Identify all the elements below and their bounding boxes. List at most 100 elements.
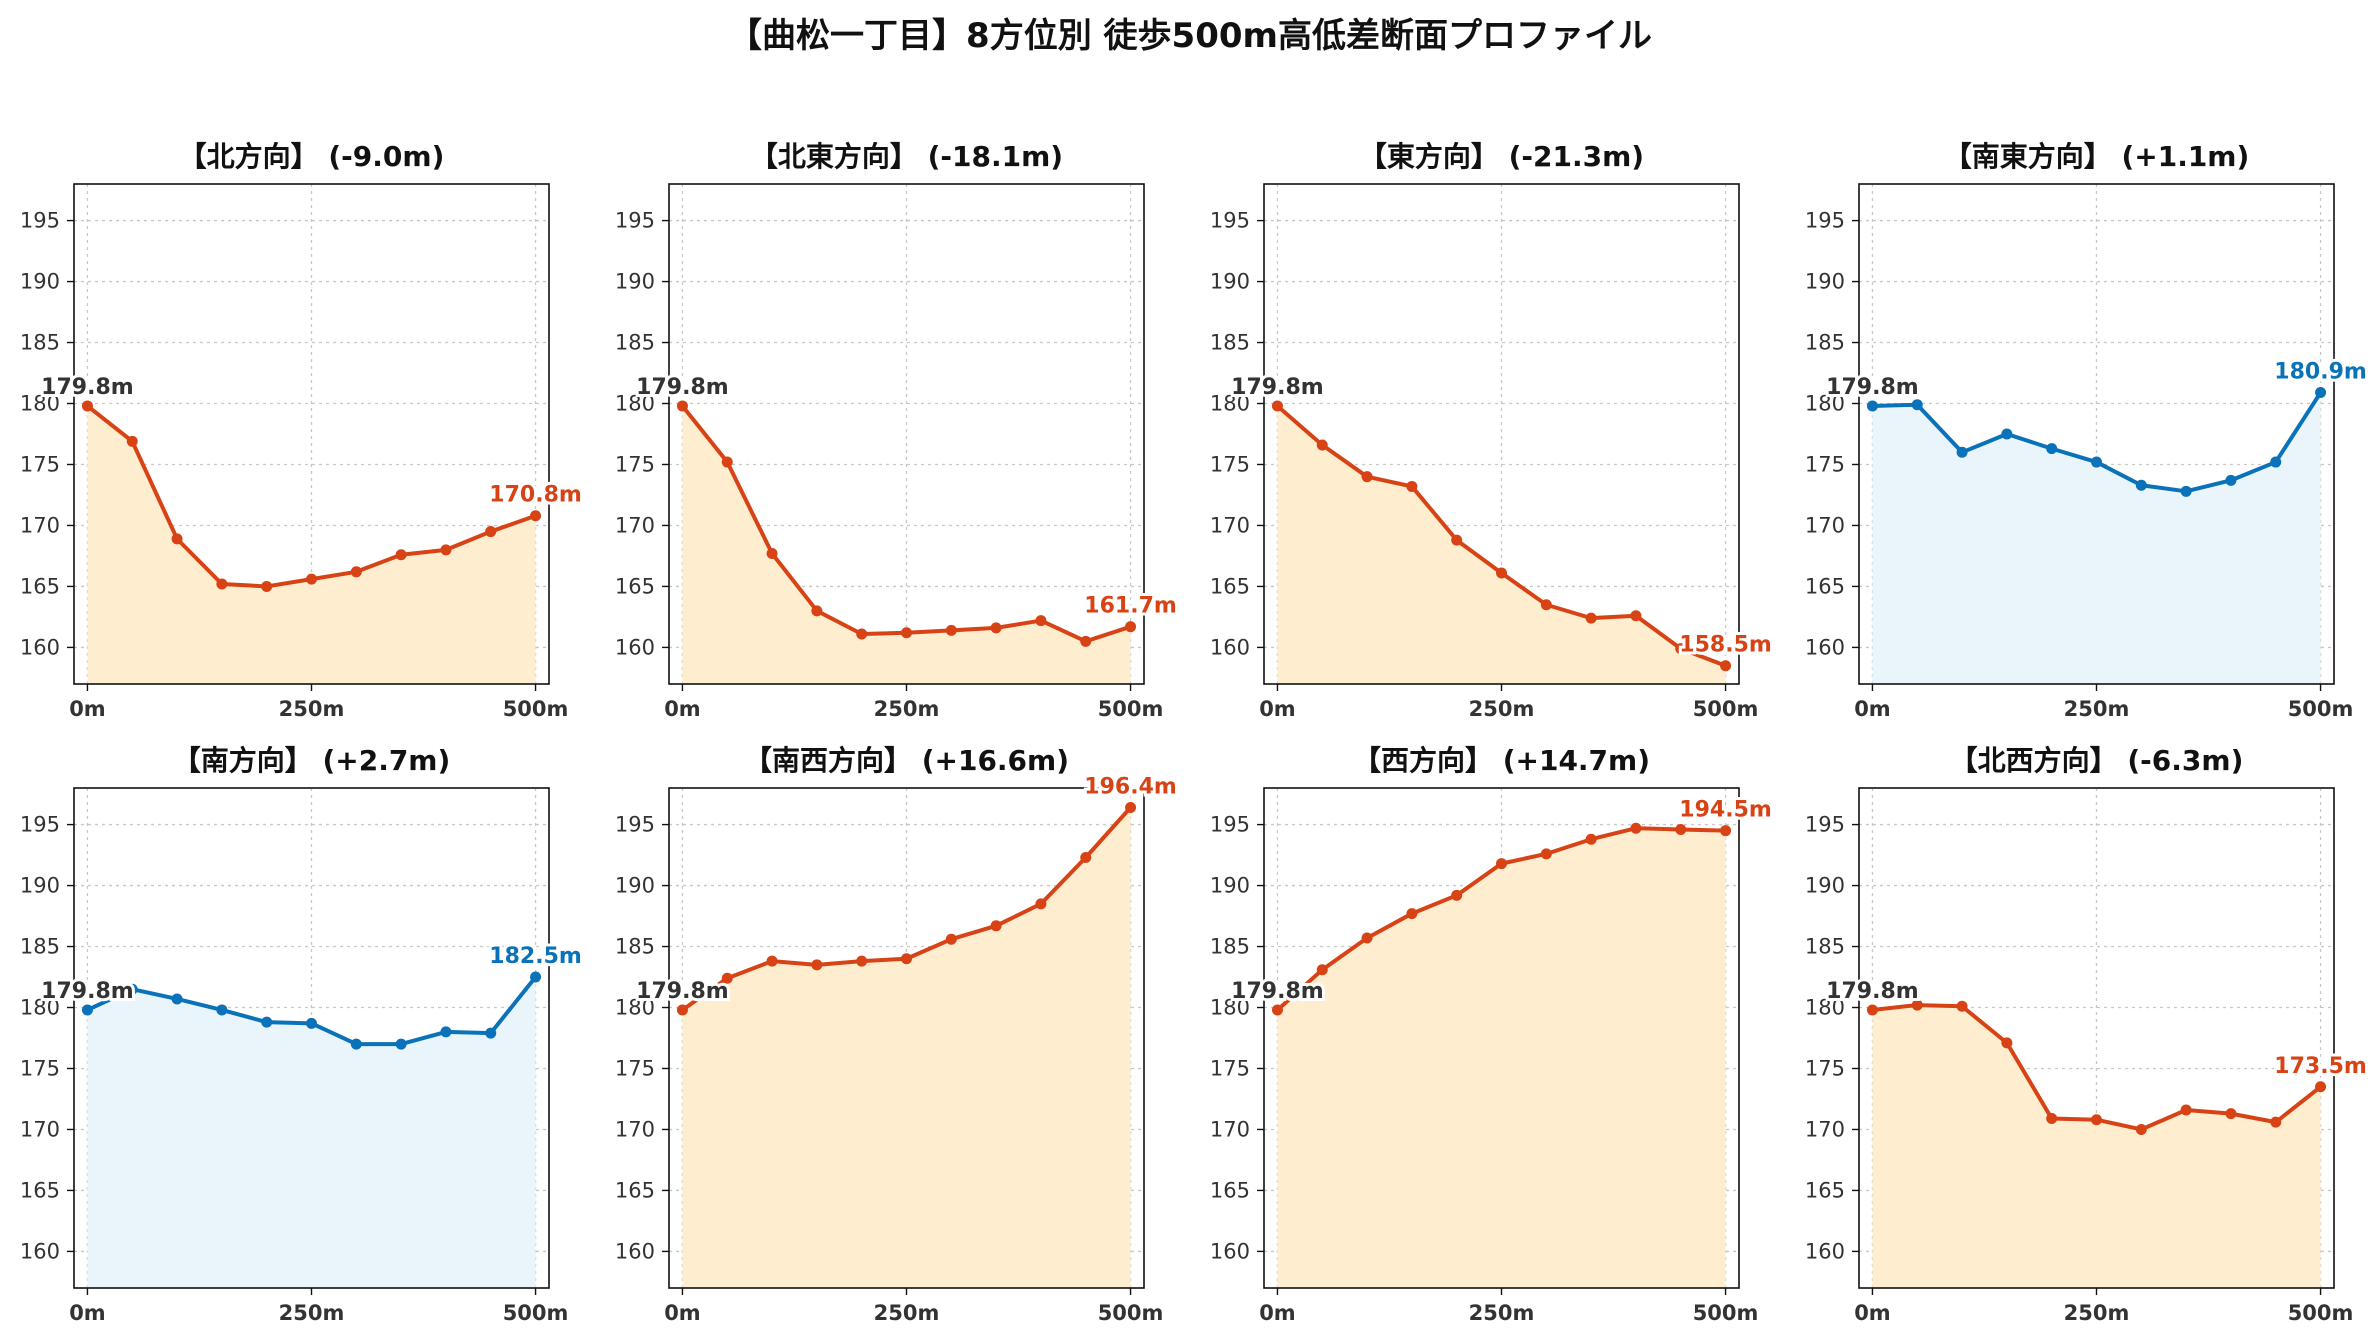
area-fill — [682, 405, 1131, 684]
panel-title: 【北西方向】 (-6.3m) — [1950, 744, 2244, 777]
y-tick-label: 170 — [615, 1117, 655, 1141]
y-tick-label: 190 — [615, 270, 655, 294]
end-value-label: 182.5m — [489, 944, 582, 969]
data-point — [676, 1004, 688, 1016]
data-point — [530, 510, 542, 522]
data-point — [440, 544, 452, 556]
y-tick-label: 195 — [1210, 209, 1250, 233]
y-tick-label: 195 — [20, 813, 60, 837]
end-value-label: 170.8m — [489, 483, 582, 508]
x-tick-label: 500m — [503, 697, 569, 721]
data-point — [901, 953, 912, 965]
data-point — [2135, 479, 2147, 491]
start-value-label: 179.8m — [1231, 375, 1324, 400]
x-tick-label: 500m — [1098, 697, 1164, 721]
x-tick-label: 250m — [874, 697, 940, 721]
start-value-label: 179.8m — [41, 375, 134, 400]
y-tick-label: 195 — [615, 813, 655, 837]
x-tick-label: 0m — [1259, 1301, 1296, 1325]
y-tick-label: 175 — [20, 452, 60, 476]
start-value-label: 179.8m — [636, 375, 729, 400]
area-fill — [682, 807, 1131, 1288]
y-tick-label: 175 — [615, 452, 655, 476]
data-point — [721, 456, 733, 468]
data-point — [1361, 471, 1373, 483]
chart-panel-3: 160 165 170 175 180 185 190 195 0m 250m 500m 【南東方向】… — [1805, 140, 2370, 721]
y-tick-label: 175 — [1210, 1056, 1250, 1080]
y-tick-label: 160 — [1805, 1239, 1845, 1263]
data-point — [1361, 932, 1373, 944]
y-tick-label: 170 — [1805, 513, 1845, 537]
y-tick-label: 175 — [1805, 452, 1845, 476]
y-tick-label: 180 — [615, 392, 655, 416]
panel-title: 【北方向】 (-9.0m) — [179, 140, 445, 173]
data-point — [171, 993, 183, 1005]
y-tick-label: 185 — [20, 331, 60, 355]
data-point — [126, 435, 138, 447]
data-point — [1956, 446, 1968, 458]
x-tick-label: 0m — [1854, 697, 1891, 721]
y-tick-label: 170 — [1805, 1117, 1845, 1141]
data-point — [485, 1027, 497, 1039]
panel-title: 【北東方向】 (-18.1m) — [750, 140, 1063, 173]
data-point — [945, 624, 957, 636]
chart-panel-1: 160 165 170 175 180 185 190 195 0m 250m 500m 【北東方向】… — [615, 140, 1180, 721]
x-tick-label: 0m — [1259, 697, 1296, 721]
y-tick-label: 165 — [1805, 574, 1845, 598]
data-point — [1451, 889, 1463, 901]
data-point — [2046, 443, 2058, 455]
end-value-label: 196.4m — [1084, 775, 1177, 800]
panel-title: 【東方向】 (-21.3m) — [1359, 140, 1644, 173]
y-tick-label: 190 — [615, 874, 655, 898]
data-point — [1406, 480, 1418, 492]
data-point — [395, 1038, 407, 1050]
y-tick-label: 165 — [1210, 1178, 1250, 1202]
y-tick-label: 195 — [1210, 813, 1250, 837]
data-point — [2091, 1114, 2102, 1126]
y-tick-label: 175 — [615, 1056, 655, 1080]
y-tick-label: 190 — [20, 270, 60, 294]
x-tick-label: 500m — [2288, 1301, 2354, 1325]
data-point — [2315, 387, 2327, 399]
data-point — [306, 573, 317, 585]
y-tick-label: 180 — [1805, 392, 1845, 416]
data-point — [1720, 660, 1732, 672]
data-point — [1496, 567, 1507, 579]
data-point — [811, 959, 823, 971]
data-point — [1911, 999, 1923, 1011]
y-tick-label: 160 — [20, 635, 60, 659]
start-value-label: 179.8m — [1826, 375, 1919, 400]
area-fill — [1277, 828, 1726, 1288]
data-point — [261, 580, 273, 592]
x-tick-label: 0m — [664, 697, 701, 721]
data-point — [1125, 621, 1137, 633]
data-point — [1035, 898, 1047, 910]
data-point — [1451, 534, 1463, 546]
y-tick-label: 185 — [615, 935, 655, 959]
y-tick-label: 165 — [20, 1178, 60, 1202]
data-point — [1125, 802, 1137, 814]
chart-panel-4: 160 165 170 175 180 185 190 195 0m 250m 500m 【南方向】 … — [20, 744, 585, 1325]
x-tick-label: 500m — [1693, 697, 1759, 721]
data-point — [1866, 1004, 1878, 1016]
start-value-label: 179.8m — [41, 979, 134, 1004]
data-point — [1496, 858, 1507, 870]
y-tick-label: 160 — [615, 1239, 655, 1263]
data-point — [766, 955, 778, 967]
y-tick-label: 170 — [1210, 1117, 1250, 1141]
chart-panel-5: 160 165 170 175 180 185 190 195 0m 250m 500m 【南西方向】… — [615, 744, 1180, 1325]
end-value-label: 158.5m — [1679, 633, 1772, 658]
data-point — [1540, 848, 1552, 860]
data-point — [485, 526, 497, 538]
panel-title: 【西方向】 (+14.7m) — [1353, 744, 1650, 777]
data-point — [1630, 610, 1642, 622]
start-value-label: 179.8m — [636, 979, 729, 1004]
y-tick-label: 185 — [20, 935, 60, 959]
data-point — [350, 566, 362, 578]
panel-title: 【南東方向】 (+1.1m) — [1944, 140, 2250, 173]
y-tick-label: 185 — [1210, 935, 1250, 959]
chart-panel-2: 160 165 170 175 180 185 190 195 0m 250m 500m 【東方向】 … — [1210, 140, 1775, 721]
data-point — [81, 1004, 93, 1016]
data-point — [1866, 400, 1878, 412]
y-tick-label: 160 — [1805, 635, 1845, 659]
